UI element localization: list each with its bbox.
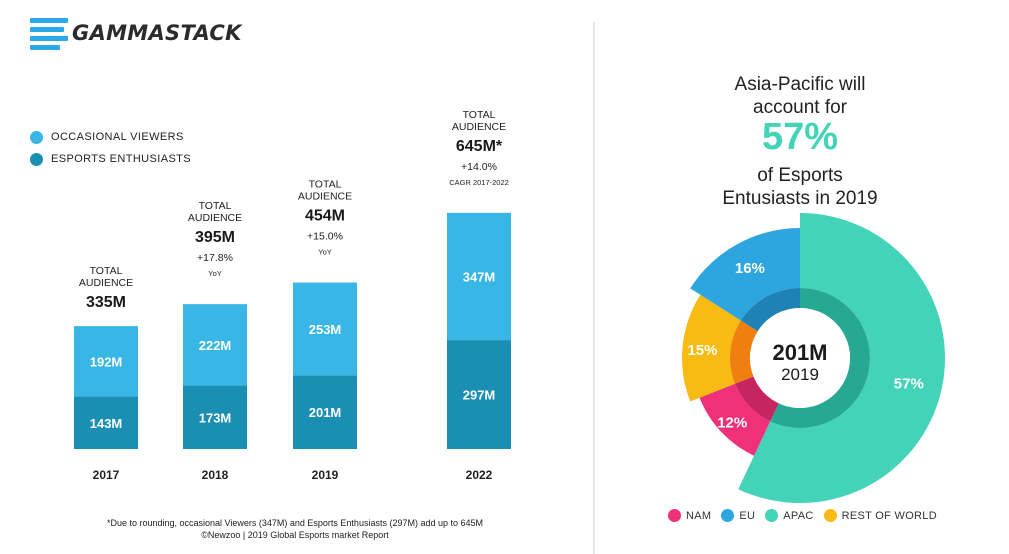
total-heading: AUDIENCE — [298, 191, 352, 203]
pie-legend-item-row: REST OF WORLD — [823, 509, 937, 522]
bar-value-label: 201M — [309, 405, 342, 420]
total-growth-note: YoY — [208, 269, 222, 278]
pie-legend-item-nam: NAM — [668, 509, 711, 522]
total-heading: TOTAL — [199, 200, 232, 212]
pie-slice-apac — [738, 213, 945, 503]
total-heading: TOTAL — [309, 179, 342, 191]
logo-stripes-icon — [30, 16, 70, 50]
total-value: 454M — [305, 208, 345, 225]
pie-legend-dot — [823, 509, 837, 522]
total-value: 395M — [195, 229, 235, 246]
x-tick-label: 2018 — [202, 468, 229, 482]
total-heading: AUDIENCE — [79, 277, 133, 289]
legend-label-occasional: OCCASIONAL VIEWERS — [51, 131, 184, 143]
pie-slice-rest-of-world — [682, 294, 741, 402]
bar-occasional — [447, 212, 511, 341]
panel-divider — [593, 22, 595, 554]
pie-slice-label: 57% — [894, 375, 924, 392]
pie-legend-label: APAC — [783, 509, 814, 522]
bar-chart: 143M192M2017TOTALAUDIENCE335M173M222M201… — [74, 109, 511, 482]
pie-heading-line: Entusiasts in 2019 — [722, 188, 878, 209]
pie-center-value: 201M — [772, 340, 827, 365]
bar-value-label: 253M — [309, 322, 342, 337]
x-tick-label: 2022 — [466, 468, 493, 482]
pie-highlight-value: 57% — [761, 116, 839, 158]
pie-legend-dot — [668, 509, 681, 522]
total-value: 335M — [86, 294, 126, 311]
legend-swatch-enthusiasts — [30, 152, 43, 166]
pie-legend-item-apac: APAC — [765, 509, 813, 522]
legend-item-occasional: OCCASIONAL VIEWERS — [30, 126, 191, 148]
x-tick-label: 2017 — [93, 468, 120, 482]
bar-enthusiasts — [293, 375, 357, 449]
pie-heading-line: Asia-Pacific will — [734, 74, 866, 95]
bar-value-label: 173M — [199, 410, 232, 425]
pie-legend-label: EU — [739, 509, 756, 522]
pie-heading-top: Asia-Pacific will account for — [660, 73, 940, 119]
bar-value-label: 143M — [90, 416, 123, 431]
total-heading: TOTAL — [463, 109, 496, 121]
pie-center-circle — [750, 308, 850, 408]
bar-enthusiasts — [447, 340, 511, 449]
bar-value-label: 297M — [463, 388, 496, 403]
total-growth: +15.0% — [307, 231, 343, 243]
bar-value-label: 347M — [463, 269, 496, 284]
pie-slice-nam — [699, 383, 771, 456]
pie-heading-line: of Esports — [757, 165, 843, 186]
pie-heading-line: account for — [753, 97, 847, 118]
pie-legend-item-eu: EU — [721, 509, 755, 522]
gammastack-logo: GAMMASTACK — [30, 16, 242, 50]
legend-swatch-occasional — [30, 130, 43, 144]
pie-slice-label: 15% — [687, 342, 717, 359]
pie-heading-bottom: of Esports Entusiasts in 2019 — [660, 164, 940, 210]
pie-legend: NAM EU APAC REST OF WORLD — [668, 509, 947, 522]
pie-slice-label: 12% — [717, 415, 747, 432]
x-tick-label: 2019 — [312, 468, 339, 482]
bar-occasional — [183, 304, 247, 386]
bar-legend: OCCASIONAL VIEWERS ESPORTS ENTHUSIASTS — [30, 126, 191, 170]
pie-legend-dot — [765, 509, 779, 522]
legend-item-enthusiasts: ESPORTS ENTHUSIASTS — [30, 148, 191, 170]
total-growth: +17.8% — [197, 252, 233, 264]
footnote-source: ©Newzoo | 2019 Global Esports market Rep… — [201, 530, 389, 540]
pie-legend-dot — [721, 509, 735, 522]
pie-legend-label: REST OF WORLD — [841, 509, 937, 522]
pie-slice-eu — [690, 228, 800, 321]
pie-slice-label: 16% — [735, 260, 765, 277]
pie-legend-label: NAM — [686, 509, 712, 522]
total-growth-note: CAGR 2017-2022 — [449, 178, 509, 187]
total-heading: TOTAL — [90, 265, 123, 277]
bar-enthusiasts — [74, 396, 138, 449]
total-heading: AUDIENCE — [188, 212, 242, 224]
pie-inner-ring-segment — [740, 288, 800, 332]
bar-occasional — [293, 282, 357, 376]
pie-inner-ring-segment — [730, 320, 758, 384]
legend-label-enthusiasts: ESPORTS ENTHUSIASTS — [51, 153, 192, 165]
footnote-text: *Due to rounding, occasional Viewers (34… — [106, 518, 484, 528]
total-heading: AUDIENCE — [452, 121, 506, 133]
total-growth: +14.0% — [461, 161, 497, 173]
bar-occasional — [74, 326, 138, 397]
bar-value-label: 222M — [199, 338, 232, 353]
total-value: 645M* — [456, 138, 503, 155]
bar-value-label: 192M — [90, 354, 123, 369]
bar-enthusiasts — [183, 385, 247, 449]
total-growth-note: YoY — [318, 248, 332, 257]
logo-text: GAMMASTACK — [72, 21, 242, 45]
pie-center-label: 2019 — [781, 365, 819, 384]
pie-inner-ring-segment — [734, 376, 779, 422]
pie-inner-ring-segment — [770, 288, 870, 428]
